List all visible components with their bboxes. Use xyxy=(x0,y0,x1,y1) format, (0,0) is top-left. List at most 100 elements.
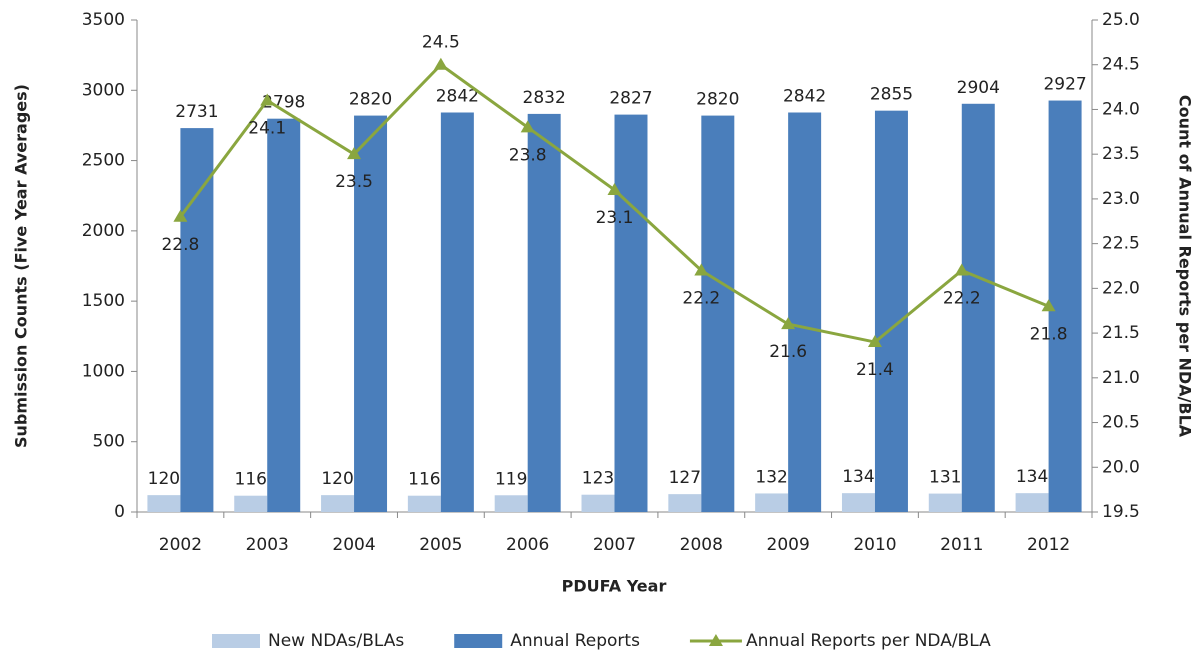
y2-tick-label: 25.0 xyxy=(1102,10,1140,30)
y2-axis-label: Count of Annual Reports per NDA/BLA xyxy=(1176,95,1195,438)
y2-tick-label: 24.0 xyxy=(1102,99,1140,119)
bar-value-label: 119 xyxy=(495,469,527,489)
bar xyxy=(147,495,181,512)
legend-swatch xyxy=(454,634,503,648)
y2-tick-label: 22.0 xyxy=(1102,278,1140,298)
y2-tick-label: 19.5 xyxy=(1102,502,1140,522)
y2-tick-label: 22.5 xyxy=(1102,234,1140,254)
legend-label: New NDAs/BLAs xyxy=(268,631,404,651)
bar xyxy=(180,128,214,512)
bar-value-label: 2832 xyxy=(523,88,566,108)
bar xyxy=(614,114,648,513)
x-tick-label: 2011 xyxy=(940,535,983,555)
bar xyxy=(527,113,561,513)
line-marker xyxy=(347,147,362,160)
line-value-label: 23.5 xyxy=(335,172,373,192)
bar xyxy=(440,112,474,512)
legend-label: Annual Reports per NDA/BLA xyxy=(746,631,991,651)
line-value-label: 24.1 xyxy=(248,119,286,139)
bar xyxy=(234,495,268,512)
bar xyxy=(928,493,962,512)
bar xyxy=(961,103,995,512)
line-marker xyxy=(173,209,188,222)
bar xyxy=(1015,493,1049,512)
bar-value-label: 120 xyxy=(321,469,353,489)
bar-value-label: 123 xyxy=(582,469,614,489)
line-marker xyxy=(867,335,882,348)
y-tick-label: 2500 xyxy=(82,151,125,171)
y-tick-label: 1000 xyxy=(82,361,125,381)
y2-tick-label: 23.5 xyxy=(1102,144,1140,164)
line-value-label: 22.2 xyxy=(682,288,720,308)
x-tick-label: 2007 xyxy=(593,535,636,555)
bar xyxy=(494,495,528,512)
x-tick-label: 2009 xyxy=(767,535,810,555)
line-marker xyxy=(1041,299,1056,312)
bar xyxy=(1048,100,1082,513)
y2-tick-label: 20.0 xyxy=(1102,457,1140,477)
bar xyxy=(321,495,355,512)
y2-tick-label: 23.0 xyxy=(1102,189,1140,209)
x-axis-label: PDUFA Year xyxy=(562,577,667,596)
bar-value-label: 2731 xyxy=(175,102,218,122)
bar-value-label: 2827 xyxy=(609,89,652,109)
y-axis-label: Submission Counts (Five Year Averages) xyxy=(12,84,31,448)
bar xyxy=(788,112,822,512)
y-tick-label: 0 xyxy=(114,502,125,522)
y-tick-label: 2000 xyxy=(82,221,125,241)
x-tick-label: 2006 xyxy=(506,535,549,555)
bar xyxy=(407,495,441,512)
bar-value-label: 2842 xyxy=(436,86,479,106)
line-value-label: 21.8 xyxy=(1030,324,1068,344)
bar-value-label: 131 xyxy=(929,468,961,488)
bar xyxy=(354,115,388,513)
bar-value-label: 2820 xyxy=(696,90,739,110)
x-tick-label: 2004 xyxy=(332,535,375,555)
legend-swatch xyxy=(708,634,723,646)
y-tick-label: 1500 xyxy=(82,291,125,311)
line-value-label: 21.6 xyxy=(769,342,807,362)
line-value-label: 24.5 xyxy=(422,33,460,53)
x-tick-label: 2012 xyxy=(1027,535,1070,555)
line-marker xyxy=(781,317,796,330)
bar xyxy=(267,118,301,512)
line-value-label: 21.4 xyxy=(856,360,894,380)
bar-value-label: 2927 xyxy=(1043,75,1086,95)
y-tick-label: 3000 xyxy=(82,80,125,100)
bar xyxy=(755,493,789,512)
bar xyxy=(581,494,615,512)
line-marker xyxy=(433,57,448,70)
line-value-label: 23.8 xyxy=(509,145,547,165)
bar-value-label: 116 xyxy=(408,470,440,490)
y2-tick-label: 21.0 xyxy=(1102,368,1140,388)
line-marker xyxy=(260,93,275,106)
x-tick-label: 2002 xyxy=(159,535,202,555)
bar-value-label: 134 xyxy=(1016,467,1048,487)
bar-value-label: 2904 xyxy=(957,78,1000,98)
legend-swatch xyxy=(212,634,260,648)
bar-value-label: 2798 xyxy=(262,93,305,113)
bar xyxy=(701,115,735,513)
y-tick-label: 500 xyxy=(93,432,125,452)
y2-tick-label: 20.5 xyxy=(1102,413,1140,433)
line-marker xyxy=(954,263,969,276)
y2-tick-label: 21.5 xyxy=(1102,323,1140,343)
x-tick-label: 2010 xyxy=(853,535,896,555)
line-value-label: 23.1 xyxy=(596,208,634,228)
bar-value-label: 127 xyxy=(669,468,701,488)
bar xyxy=(841,493,875,512)
x-tick-label: 2005 xyxy=(419,535,462,555)
y-tick-label: 3500 xyxy=(82,10,125,30)
line-marker xyxy=(607,182,622,195)
bar xyxy=(668,494,702,512)
bar-value-label: 2855 xyxy=(870,85,913,105)
x-tick-label: 2003 xyxy=(246,535,289,555)
bar-value-label: 120 xyxy=(148,469,180,489)
bar-value-label: 2820 xyxy=(349,90,392,110)
bar-value-label: 134 xyxy=(842,467,874,487)
legend-label: Annual Reports xyxy=(510,631,640,651)
line-value-label: 22.8 xyxy=(161,235,199,255)
line-marker xyxy=(520,120,535,133)
x-tick-label: 2008 xyxy=(680,535,723,555)
